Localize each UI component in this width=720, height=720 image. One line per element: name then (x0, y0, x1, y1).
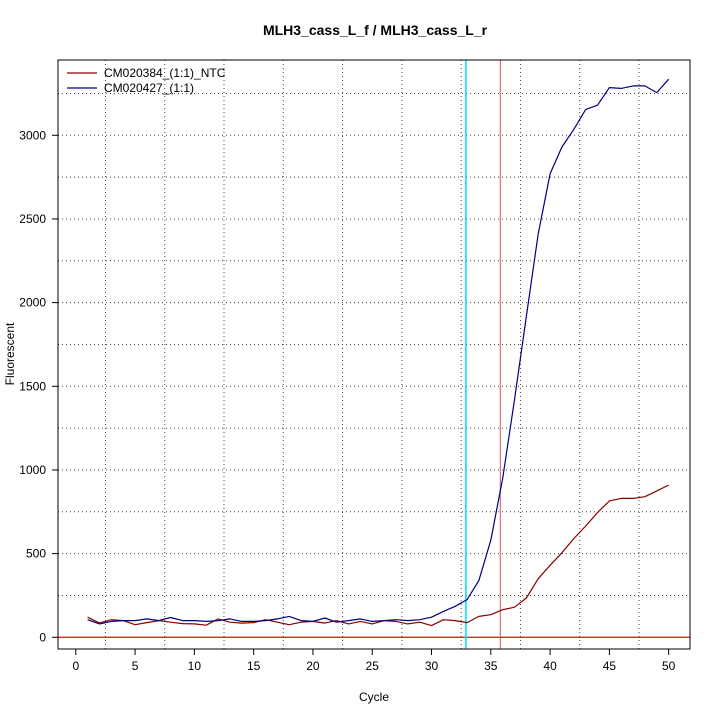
threshold-lines (58, 60, 690, 649)
y-tick-label: 0 (39, 630, 46, 644)
y-tick-label: 2500 (19, 212, 46, 226)
series-lines (87, 78, 670, 627)
plot-frame (57, 59, 691, 650)
grid (58, 60, 690, 649)
legend-label: CM020384_(1:1)_NTC (104, 66, 226, 80)
x-tick-label: 30 (425, 659, 439, 673)
x-tick-label: 40 (543, 659, 557, 673)
y-tick-label: 1000 (19, 463, 46, 477)
legend-label: CM020427_(1:1) (104, 81, 194, 95)
chart-title: MLH3_cass_L_f / MLH3_cass_L_r (263, 22, 488, 38)
series-line (87, 484, 669, 627)
x-tick-label: 15 (247, 659, 261, 673)
y-tick-label: 1500 (19, 379, 46, 393)
x-tick-label: 35 (484, 659, 498, 673)
x-tick-label: 10 (188, 659, 202, 673)
x-tick-label: 5 (132, 659, 139, 673)
series-line (87, 78, 670, 625)
y-tick-label: 2000 (19, 296, 46, 310)
x-axis: 0 5 10 15 20 25 30 35 40 45 50 (72, 649, 676, 673)
x-tick-label: 45 (603, 659, 617, 673)
x-tick-label: 25 (366, 659, 380, 673)
x-axis-title: Cycle (359, 690, 389, 704)
y-axis-title: Fluorescent (3, 322, 17, 385)
x-tick-label: 0 (72, 659, 79, 673)
x-tick-label: 50 (662, 659, 676, 673)
y-tick-label: 3000 (19, 128, 46, 142)
x-tick-label: 20 (306, 659, 320, 673)
y-axis: 0 500 1000 1500 2000 2500 3000 (19, 128, 58, 644)
y-tick-label: 500 (26, 547, 46, 561)
